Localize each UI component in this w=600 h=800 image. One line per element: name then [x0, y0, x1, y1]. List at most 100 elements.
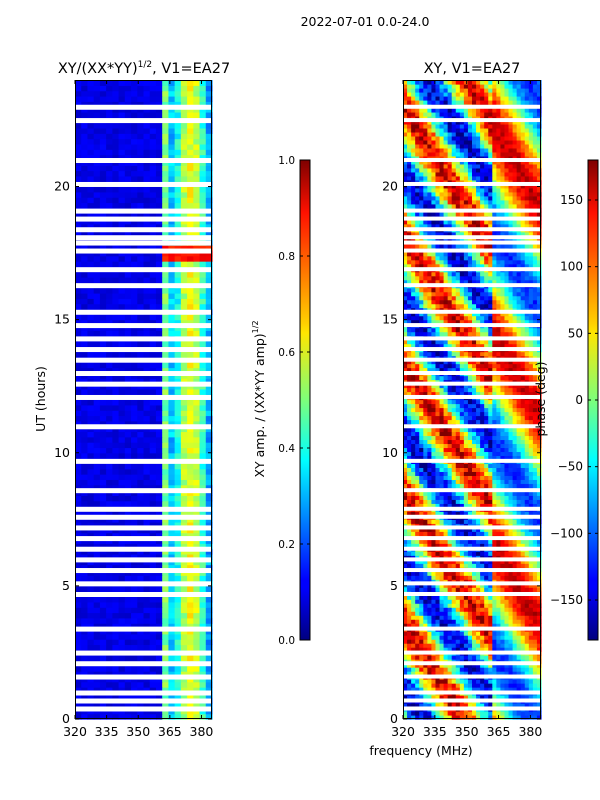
- amplitude-cell: [155, 223, 163, 230]
- amplitude-cell: [81, 277, 89, 283]
- amplitude-cell: [118, 585, 126, 592]
- phase-cell: [528, 575, 534, 580]
- amplitude-cell: [81, 601, 89, 608]
- amplitude-cell: [112, 447, 120, 454]
- phase-cell: [512, 639, 518, 644]
- phase-cell: [435, 643, 441, 648]
- phase-cell: [459, 639, 465, 644]
- amplitude-ylabel: UT (hours): [33, 366, 48, 432]
- amplitude-cell: [87, 197, 95, 204]
- phase-cell: [467, 655, 473, 660]
- phase-cell: [435, 495, 441, 500]
- amplitude-cell: [99, 351, 107, 358]
- phase-cell: [431, 531, 437, 536]
- phase-cell: [447, 479, 453, 484]
- amplitude-cell: [168, 261, 176, 267]
- amplitude-cell: [187, 165, 194, 172]
- phase-cell: [488, 687, 493, 692]
- phase-cell: [467, 571, 473, 576]
- phase-cell: [532, 559, 538, 564]
- phase-cell: [423, 655, 428, 660]
- amplitude-cell: [187, 111, 194, 118]
- phase-cell: [520, 467, 526, 472]
- phase-cell: [463, 695, 469, 700]
- amplitude-cell: [99, 420, 107, 427]
- amplitude-cell: [162, 644, 170, 651]
- phase-cell: [496, 615, 502, 620]
- phase-cell: [476, 543, 481, 548]
- phase-cell: [431, 655, 437, 660]
- phase-cell: [451, 711, 457, 716]
- phase-cell: [415, 491, 420, 496]
- amplitude-cell: [187, 511, 194, 518]
- phase-cell: [504, 455, 510, 461]
- phase-cell: [455, 679, 461, 684]
- amplitude-cell: [118, 436, 126, 443]
- amplitude-cell: [131, 245, 138, 251]
- amplitude-cell: [93, 223, 101, 230]
- phase-cell: [403, 647, 408, 652]
- amplitude-cell: [131, 319, 138, 326]
- amplitude-cell: [174, 202, 182, 209]
- phase-cell: [455, 687, 461, 692]
- phase-cell: [431, 603, 437, 608]
- phase-cell: [427, 527, 433, 532]
- amplitude-cell: [112, 95, 120, 102]
- amplitude-cell: [106, 410, 113, 417]
- phase-cell: [419, 575, 424, 580]
- phase-cell: [484, 615, 489, 620]
- amplitude-cell: [118, 607, 126, 614]
- amplitude-cell: [124, 202, 132, 209]
- phase-cell: [451, 463, 457, 468]
- amplitude-cell: [137, 553, 145, 560]
- amplitude-flag-gap: [75, 104, 212, 110]
- phase-cell: [512, 527, 518, 532]
- phase-cell: [500, 519, 506, 524]
- amplitude-cell: [87, 95, 95, 102]
- phase-cell: [504, 687, 510, 692]
- amplitude-cell: [81, 511, 89, 518]
- amplitude-cell: [205, 277, 213, 283]
- phase-cell: [455, 695, 461, 700]
- amplitude-flag-gap: [75, 424, 212, 430]
- phase-cell: [423, 595, 428, 600]
- phase-cell: [500, 491, 506, 496]
- phase-cell: [536, 671, 542, 676]
- phase-cell: [443, 715, 449, 720]
- phase-cell: [508, 495, 514, 500]
- amplitude-flag-gap: [75, 309, 212, 315]
- phase-cell: [439, 643, 445, 648]
- phase-cell: [423, 511, 428, 516]
- amplitude-cell: [174, 213, 182, 220]
- amplitude-cell: [131, 420, 138, 427]
- phase-cell: [524, 687, 530, 692]
- amplitude-cell: [131, 681, 138, 688]
- amplitude-cell: [168, 713, 176, 720]
- amplitude-cell: [187, 564, 194, 571]
- amplitude-cell: [174, 293, 182, 299]
- phase-cell: [411, 703, 416, 708]
- phase-cell: [435, 503, 441, 508]
- amplitude-cell: [137, 186, 145, 193]
- amplitude-cell: [180, 101, 188, 108]
- phase-cell: [411, 695, 416, 700]
- phase-cell: [411, 655, 416, 660]
- phase-cell: [524, 623, 530, 628]
- amplitude-cell: [193, 543, 201, 550]
- amplitude-cell: [205, 143, 213, 150]
- phase-cell: [508, 483, 514, 488]
- phase-cell: [447, 607, 453, 612]
- phase-cell: [520, 615, 526, 620]
- phase-cell: [443, 467, 449, 472]
- amplitude-cell: [137, 665, 145, 672]
- phase-cell: [508, 619, 514, 624]
- phase-cell: [524, 611, 530, 616]
- phase-cell: [467, 503, 473, 508]
- phase-cell: [496, 711, 502, 716]
- amplitude-cell: [118, 703, 126, 709]
- phase-cell: [512, 595, 518, 600]
- amplitude-cell: [155, 277, 163, 283]
- phase-cell: [520, 495, 526, 500]
- amplitude-cell: [143, 293, 151, 299]
- amplitude-cell: [180, 644, 188, 651]
